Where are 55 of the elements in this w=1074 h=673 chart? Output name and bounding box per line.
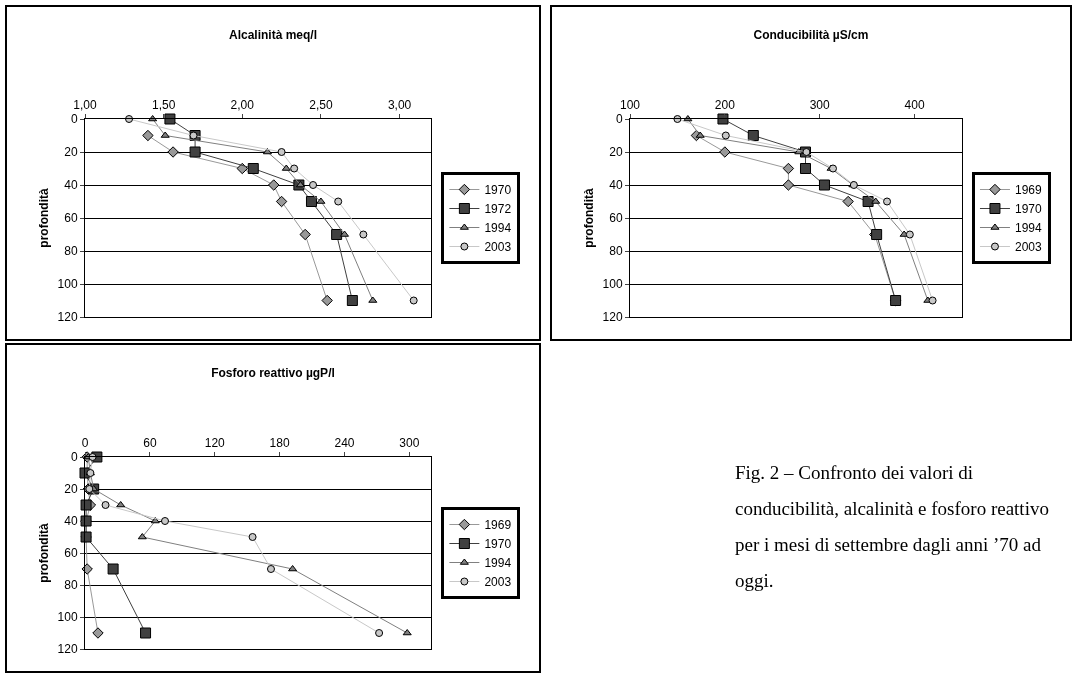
legend-label: 1994 bbox=[484, 556, 512, 571]
x-tick-label: 0 bbox=[81, 436, 89, 451]
caption: Fig. 2 – Confronto dei valori di conducibilità, alcalinità e fosforo reattivo per i mesi di settembre dagli anni ’70 ad oggi. bbox=[735, 461, 1050, 593]
x-tick-label: 1,00 bbox=[73, 98, 97, 113]
legend-label: 1970 bbox=[484, 183, 512, 198]
x-tick-label: 120 bbox=[204, 436, 226, 451]
y-tick-label: 0 bbox=[615, 112, 623, 127]
y-tick-label: 80 bbox=[64, 578, 78, 593]
y-tick-label: 0 bbox=[70, 112, 78, 127]
y-tick-label: 60 bbox=[64, 211, 78, 226]
y-tick-label: 40 bbox=[64, 178, 78, 193]
legend-label: 1970 bbox=[484, 537, 512, 552]
chart-title: Conducibilità µS/cm bbox=[753, 28, 869, 43]
legend-label: 2003 bbox=[484, 575, 512, 590]
x-tick-label: 2,50 bbox=[309, 98, 333, 113]
x-tick-label: 200 bbox=[714, 98, 736, 113]
legend-label: 1970 bbox=[1014, 202, 1042, 217]
x-tick-label: 2,00 bbox=[230, 98, 255, 113]
legend-label: 1994 bbox=[484, 221, 512, 236]
x-tick-label: 100 bbox=[619, 98, 641, 113]
y-tick-label: 80 bbox=[64, 244, 78, 259]
chart-title: Fosforo reattivo µgP/l bbox=[211, 366, 335, 381]
y-tick-label: 100 bbox=[602, 277, 623, 292]
x-tick-label: 300 bbox=[399, 436, 420, 451]
y-tick-label: 20 bbox=[64, 145, 78, 160]
x-tick-label: 240 bbox=[334, 436, 355, 451]
x-tick-label: 3,00 bbox=[387, 98, 412, 113]
y-tick-label: 100 bbox=[57, 610, 78, 625]
y-tick-label: 60 bbox=[64, 546, 78, 561]
legend-label: 2003 bbox=[484, 240, 512, 255]
x-tick-label: 400 bbox=[904, 98, 925, 113]
chart-title: Alcalinità meq/l bbox=[228, 28, 318, 43]
y-tick-label: 0 bbox=[70, 450, 78, 465]
legend-label: 1969 bbox=[1014, 183, 1042, 198]
legend-label: 1972 bbox=[484, 202, 512, 217]
x-tick-label: 1,50 bbox=[151, 98, 176, 113]
y-tick-label: 60 bbox=[609, 211, 623, 226]
y-tick-label: 20 bbox=[609, 145, 623, 160]
x-tick-label: 300 bbox=[809, 98, 831, 113]
y-tick-label: 120 bbox=[57, 642, 78, 657]
y-axis-title: profondità bbox=[581, 188, 596, 248]
y-tick-label: 80 bbox=[609, 244, 623, 259]
x-tick-label: 180 bbox=[269, 436, 290, 451]
legend-label: 1969 bbox=[484, 518, 512, 533]
legend-label: 1994 bbox=[1014, 221, 1042, 236]
y-tick-label: 20 bbox=[64, 482, 78, 497]
y-tick-label: 120 bbox=[602, 310, 623, 325]
y-tick-label: 40 bbox=[609, 178, 623, 193]
y-tick-label: 40 bbox=[64, 514, 78, 529]
x-tick-label: 60 bbox=[143, 436, 157, 451]
legend-label: 2003 bbox=[1014, 240, 1042, 255]
y-tick-label: 100 bbox=[57, 277, 78, 292]
y-axis-title: profondità bbox=[36, 523, 51, 583]
y-axis-title: profondità bbox=[36, 188, 51, 248]
y-tick-label: 120 bbox=[57, 310, 78, 325]
